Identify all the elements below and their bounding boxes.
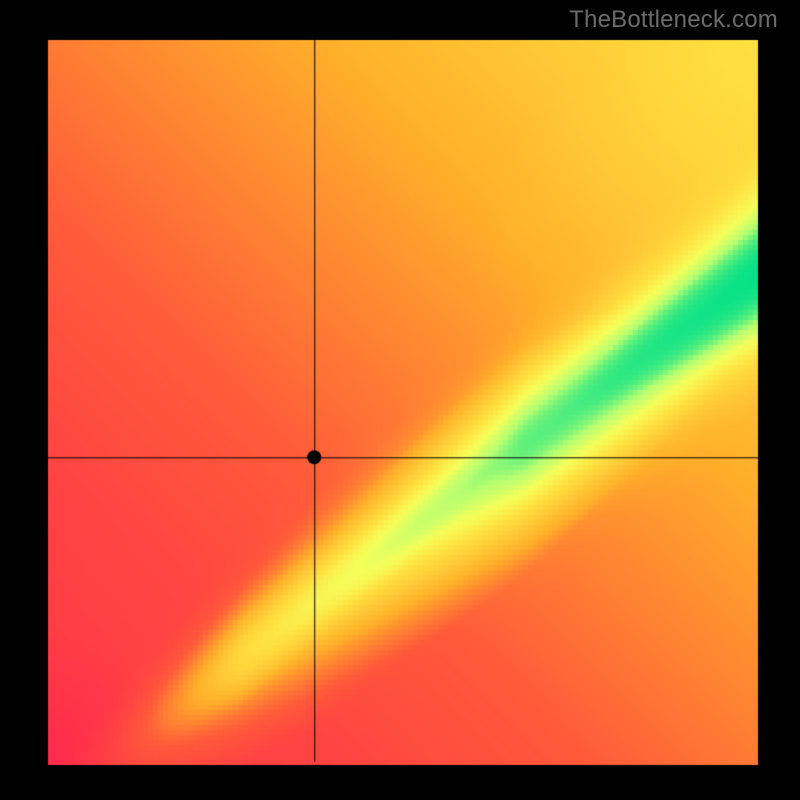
watermark-label: TheBottleneck.com [569,6,778,34]
heatmap-canvas [0,0,800,800]
chart-container: TheBottleneck.com [0,0,800,800]
